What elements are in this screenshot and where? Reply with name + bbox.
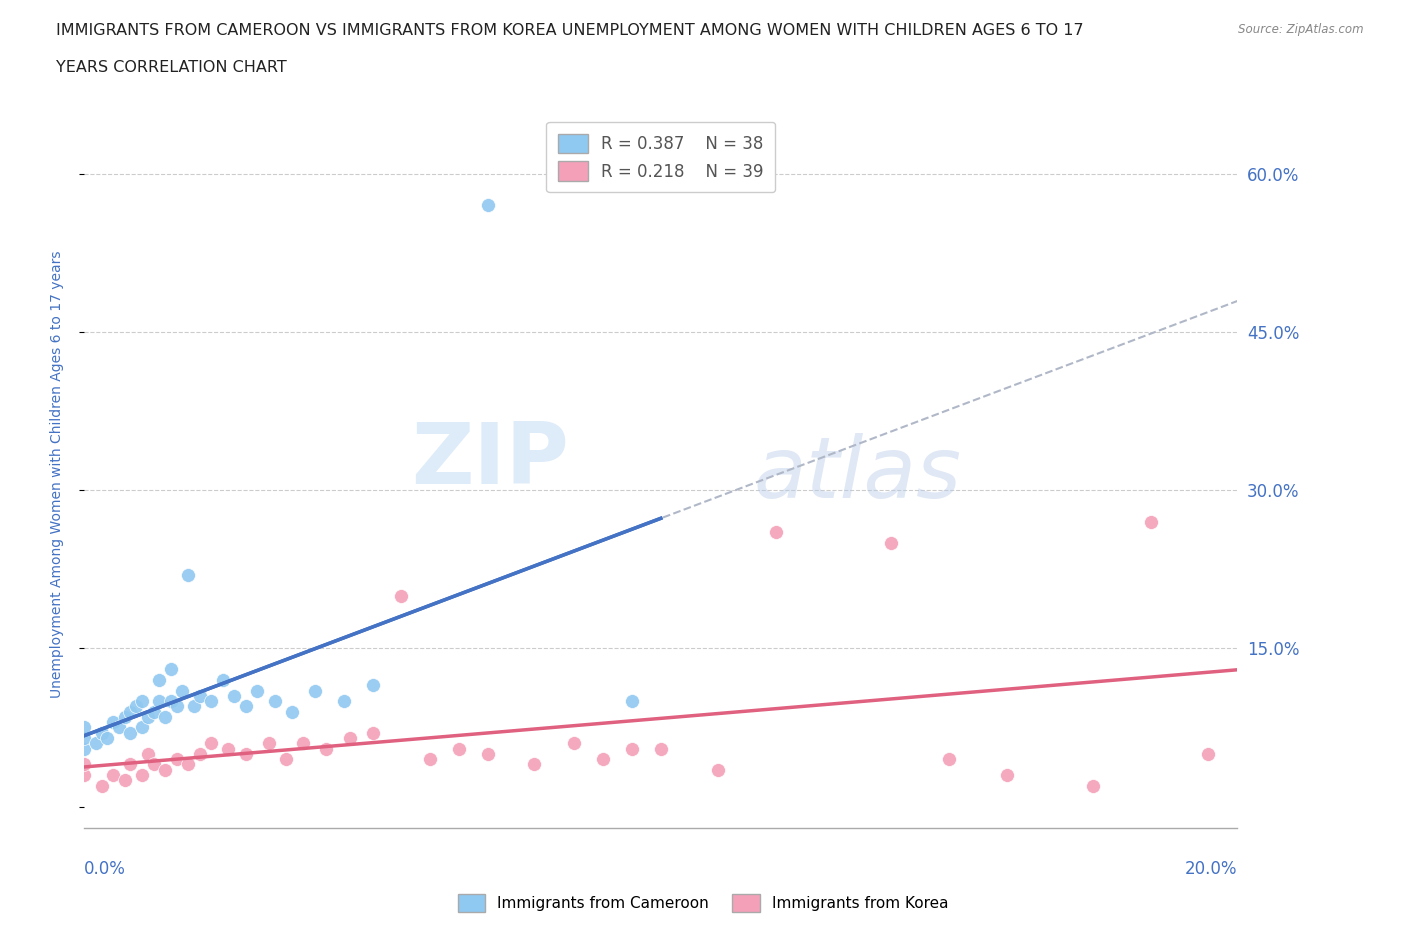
Point bbox=[114, 773, 136, 788]
Point bbox=[477, 198, 499, 213]
Point bbox=[315, 741, 337, 756]
Point bbox=[995, 767, 1018, 782]
Point bbox=[292, 736, 315, 751]
Point bbox=[765, 525, 787, 539]
Point bbox=[304, 684, 326, 698]
Point bbox=[148, 672, 170, 687]
Text: YEARS CORRELATION CHART: YEARS CORRELATION CHART bbox=[56, 60, 287, 75]
Point bbox=[1140, 514, 1163, 529]
Point bbox=[523, 757, 546, 772]
Point bbox=[447, 741, 470, 756]
Point bbox=[263, 694, 285, 709]
Point bbox=[235, 699, 257, 714]
Point bbox=[477, 747, 499, 762]
Text: IMMIGRANTS FROM CAMEROON VS IMMIGRANTS FROM KOREA UNEMPLOYMENT AMONG WOMEN WITH : IMMIGRANTS FROM CAMEROON VS IMMIGRANTS F… bbox=[56, 23, 1084, 38]
Y-axis label: Unemployment Among Women with Children Ages 6 to 17 years: Unemployment Among Women with Children A… bbox=[49, 250, 63, 698]
Point bbox=[120, 757, 142, 772]
Legend: R = 0.387    N = 38, R = 0.218    N = 39: R = 0.387 N = 38, R = 0.218 N = 39 bbox=[547, 122, 775, 193]
Point bbox=[136, 710, 159, 724]
Point bbox=[391, 588, 413, 603]
Point bbox=[160, 694, 183, 709]
Point bbox=[218, 741, 240, 756]
Point bbox=[153, 763, 176, 777]
Point bbox=[419, 751, 441, 766]
Point bbox=[332, 694, 354, 709]
Point bbox=[114, 710, 136, 724]
Point bbox=[153, 710, 176, 724]
Point bbox=[246, 684, 269, 698]
Point bbox=[235, 747, 257, 762]
Point bbox=[96, 731, 118, 746]
Point bbox=[108, 720, 131, 735]
Point bbox=[73, 741, 96, 756]
Point bbox=[621, 741, 644, 756]
Point bbox=[177, 567, 200, 582]
Point bbox=[880, 536, 903, 551]
Point bbox=[120, 725, 142, 740]
Text: 20.0%: 20.0% bbox=[1185, 860, 1237, 878]
Point bbox=[166, 751, 188, 766]
Point bbox=[564, 736, 586, 751]
Point bbox=[211, 672, 233, 687]
Point bbox=[160, 662, 183, 677]
Point bbox=[84, 736, 107, 751]
Point bbox=[621, 694, 644, 709]
Point bbox=[200, 736, 222, 751]
Point bbox=[131, 694, 153, 709]
Text: ZIP: ZIP bbox=[411, 418, 568, 501]
Point bbox=[142, 757, 165, 772]
Point bbox=[73, 767, 96, 782]
Point bbox=[73, 731, 96, 746]
Point bbox=[1083, 778, 1105, 793]
Point bbox=[73, 757, 96, 772]
Point bbox=[131, 720, 153, 735]
Point bbox=[136, 747, 159, 762]
Point bbox=[361, 725, 384, 740]
Point bbox=[73, 720, 96, 735]
Text: 0.0%: 0.0% bbox=[84, 860, 127, 878]
Point bbox=[90, 778, 112, 793]
Point bbox=[200, 694, 222, 709]
Point bbox=[281, 704, 304, 719]
Point bbox=[339, 731, 361, 746]
Point bbox=[224, 688, 246, 703]
Point bbox=[188, 747, 211, 762]
Point bbox=[707, 763, 730, 777]
Text: atlas: atlas bbox=[754, 432, 962, 516]
Point bbox=[172, 684, 194, 698]
Text: Source: ZipAtlas.com: Source: ZipAtlas.com bbox=[1239, 23, 1364, 36]
Point bbox=[103, 767, 125, 782]
Point bbox=[592, 751, 614, 766]
Point bbox=[183, 699, 205, 714]
Point bbox=[276, 751, 298, 766]
Point bbox=[257, 736, 280, 751]
Point bbox=[90, 725, 112, 740]
Point bbox=[650, 741, 672, 756]
Point bbox=[188, 688, 211, 703]
Point bbox=[142, 704, 165, 719]
Point bbox=[103, 715, 125, 730]
Point bbox=[361, 678, 384, 693]
Point bbox=[125, 699, 148, 714]
Point bbox=[177, 757, 200, 772]
Point bbox=[131, 767, 153, 782]
Point bbox=[166, 699, 188, 714]
Point bbox=[120, 704, 142, 719]
Point bbox=[1198, 747, 1220, 762]
Point bbox=[148, 694, 170, 709]
Legend: Immigrants from Cameroon, Immigrants from Korea: Immigrants from Cameroon, Immigrants fro… bbox=[451, 888, 955, 918]
Point bbox=[938, 751, 960, 766]
